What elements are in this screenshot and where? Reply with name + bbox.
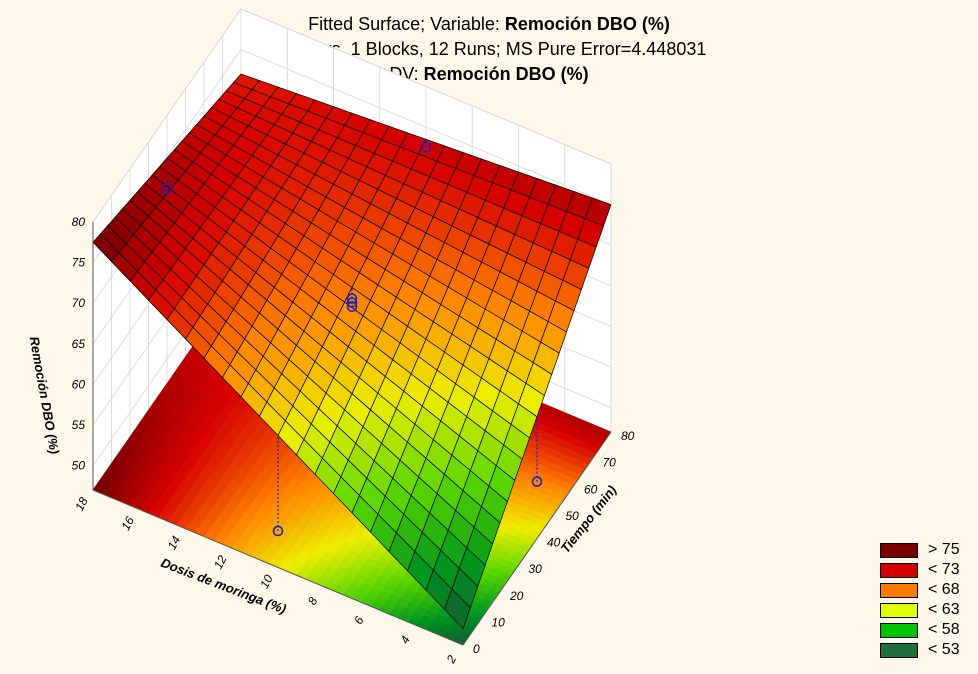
legend-item: < 68 bbox=[880, 580, 960, 600]
z-tick-label: 70 bbox=[72, 296, 86, 310]
legend-label: < 53 bbox=[928, 641, 960, 658]
data-point bbox=[420, 142, 432, 153]
y-tick-label: 60 bbox=[584, 482, 598, 496]
legend-swatch bbox=[880, 582, 918, 598]
legend-label: > 75 bbox=[928, 541, 960, 558]
legend-item: > 75 bbox=[880, 540, 960, 560]
x-tick-label: 6 bbox=[351, 614, 367, 627]
legend-label: < 58 bbox=[928, 621, 960, 638]
x-tick-label: 12 bbox=[211, 553, 230, 572]
x-tick-label: 8 bbox=[305, 594, 321, 607]
legend-swatch bbox=[880, 602, 918, 618]
x-tick-label: 16 bbox=[118, 514, 137, 533]
legend-swatch bbox=[880, 622, 918, 638]
y-tick-label: 40 bbox=[547, 536, 561, 550]
x-tick-label: 2 bbox=[443, 653, 459, 667]
x-tick-label: 18 bbox=[72, 495, 91, 514]
box-edge bbox=[92, 489, 464, 646]
title-line-2: 2 factors, 1 Blocks, 12 Runs; MS Pure Er… bbox=[271, 39, 707, 59]
data-point bbox=[531, 476, 543, 487]
wall-grid-line bbox=[240, 8, 612, 165]
title-line-1: Fitted Surface; Variable: Remoción DBO (… bbox=[308, 14, 670, 34]
y-tick-label: 80 bbox=[621, 429, 635, 443]
y-tick-label: 10 bbox=[492, 615, 506, 629]
y-tick-label: 50 bbox=[566, 509, 580, 523]
legend-label: < 63 bbox=[928, 601, 960, 618]
x-tick-label: 14 bbox=[165, 533, 184, 552]
z-axis-label: Remoción DBO (%) bbox=[27, 335, 62, 455]
legend-swatch bbox=[880, 562, 918, 578]
legend-item: < 63 bbox=[880, 600, 960, 620]
x-tick-label: 10 bbox=[257, 572, 276, 591]
observed-points bbox=[161, 139, 543, 537]
surface-cell bbox=[584, 197, 612, 227]
y-tick-label: 30 bbox=[529, 562, 543, 576]
x-tick-label: 4 bbox=[397, 633, 413, 646]
z-tick-label: 50 bbox=[72, 459, 86, 473]
legend-item: < 73 bbox=[880, 560, 960, 580]
box-edges bbox=[92, 222, 612, 646]
legend-item: < 53 bbox=[880, 640, 960, 660]
data-point bbox=[346, 301, 358, 312]
legend-swatch bbox=[880, 642, 918, 658]
z-tick-label: 75 bbox=[72, 256, 86, 270]
box-edge bbox=[462, 431, 612, 646]
wall-grid-line bbox=[240, 49, 612, 206]
data-point bbox=[272, 525, 284, 537]
chart-title: Fitted Surface; Variable: Remoción DBO (… bbox=[0, 12, 978, 87]
z-tick-label: 55 bbox=[72, 418, 86, 432]
z-tick-label: 80 bbox=[72, 215, 86, 229]
data-point bbox=[161, 183, 173, 194]
z-tick-label: 60 bbox=[72, 377, 86, 391]
fitted-surface bbox=[92, 73, 612, 630]
y-tick-label: 70 bbox=[603, 456, 617, 470]
legend-swatch bbox=[880, 542, 918, 558]
y-tick-label: 0 bbox=[473, 642, 480, 656]
legend-label: < 73 bbox=[928, 561, 960, 578]
legend: > 75 < 73 < 68 < 63 < 58 < 53 bbox=[880, 540, 960, 660]
tick-labels: 2468101214161801020304050607080505560657… bbox=[72, 215, 635, 666]
wall-grid-line bbox=[92, 8, 242, 223]
legend-label: < 68 bbox=[928, 581, 960, 598]
y-tick-label: 20 bbox=[509, 589, 524, 603]
z-tick-label: 65 bbox=[72, 337, 86, 351]
legend-item: < 58 bbox=[880, 620, 960, 640]
